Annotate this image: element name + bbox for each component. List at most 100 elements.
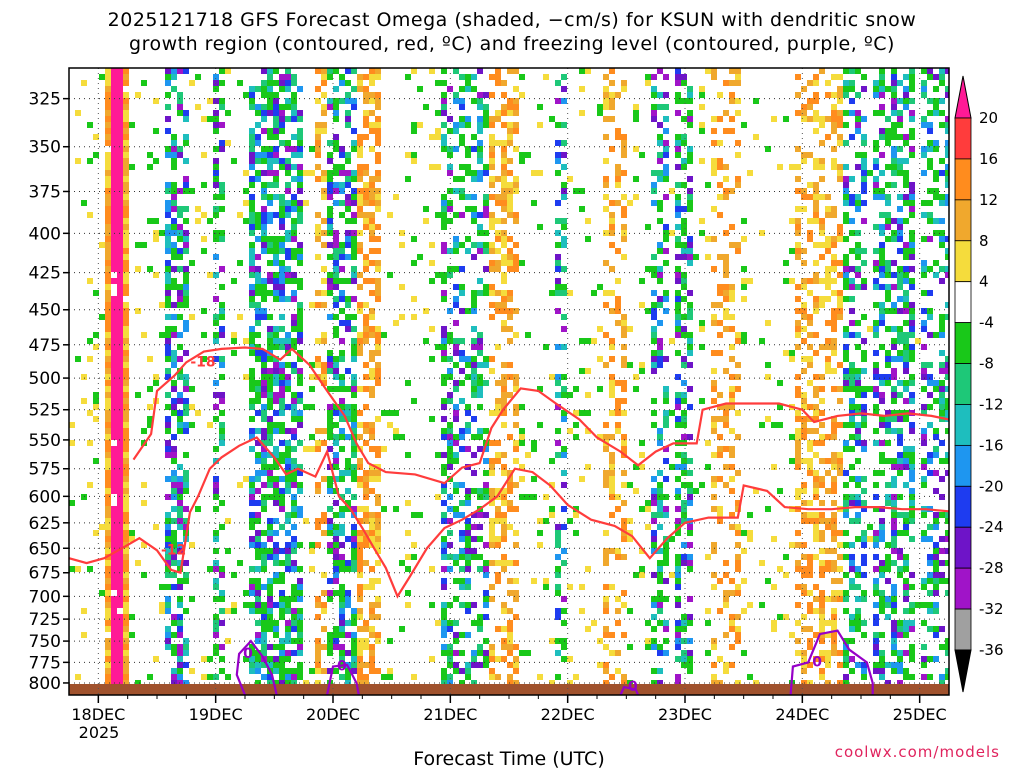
omega-cell	[447, 422, 453, 428]
omega-cell	[339, 644, 345, 650]
omega-cell	[795, 602, 801, 608]
omega-cell	[249, 488, 255, 494]
omega-cell	[291, 206, 297, 212]
omega-cell	[459, 500, 465, 506]
omega-cell	[267, 434, 273, 440]
omega-cell	[171, 302, 177, 308]
omega-cell	[843, 68, 849, 74]
omega-cell	[831, 110, 837, 116]
omega-cell	[291, 338, 297, 344]
omega-cell	[147, 416, 153, 422]
omega-cell	[117, 278, 123, 284]
omega-cell	[885, 662, 891, 668]
omega-cell	[171, 572, 177, 578]
omega-cell	[909, 134, 915, 140]
omega-cell	[711, 320, 717, 326]
omega-cell	[609, 464, 615, 470]
omega-cell	[633, 386, 639, 392]
omega-cell	[651, 500, 657, 506]
omega-cell	[879, 596, 885, 602]
omega-cell	[177, 668, 183, 674]
omega-cell	[903, 668, 909, 674]
omega-cell	[909, 536, 915, 542]
omega-cell	[735, 530, 741, 536]
omega-cell	[243, 338, 249, 344]
omega-cell	[663, 476, 669, 482]
omega-cell	[249, 350, 255, 356]
omega-cell	[117, 650, 123, 656]
omega-cell	[723, 266, 729, 272]
omega-cell	[357, 614, 363, 620]
omega-cell	[723, 590, 729, 596]
omega-cell	[891, 374, 897, 380]
omega-cell	[879, 398, 885, 404]
omega-cell	[297, 614, 303, 620]
omega-cell	[657, 242, 663, 248]
omega-cell	[729, 578, 735, 584]
omega-cell	[525, 152, 531, 158]
omega-cell	[495, 380, 501, 386]
omega-cell	[453, 578, 459, 584]
omega-cell	[357, 422, 363, 428]
omega-cell	[285, 74, 291, 80]
omega-cell	[123, 572, 129, 578]
omega-cell	[663, 458, 669, 464]
omega-cell	[255, 290, 261, 296]
omega-cell	[681, 542, 687, 548]
omega-cell	[573, 434, 579, 440]
omega-cell	[561, 266, 567, 272]
omega-cell	[117, 338, 123, 344]
omega-cell	[255, 542, 261, 548]
omega-cell	[621, 86, 627, 92]
omega-cell	[123, 170, 129, 176]
omega-cell	[519, 260, 525, 266]
omega-cell	[555, 530, 561, 536]
omega-cell	[105, 566, 111, 572]
omega-cell	[453, 386, 459, 392]
omega-cell	[165, 242, 171, 248]
omega-cell	[921, 458, 927, 464]
omega-cell	[939, 230, 945, 236]
omega-cell	[903, 650, 909, 656]
omega-cell	[471, 290, 477, 296]
omega-cell	[879, 68, 885, 74]
omega-cell	[891, 608, 897, 614]
omega-cell	[765, 362, 771, 368]
omega-cell	[267, 374, 273, 380]
omega-cell	[249, 176, 255, 182]
omega-cell	[291, 536, 297, 542]
omega-cell	[495, 68, 501, 74]
omega-cell	[651, 314, 657, 320]
omega-cell	[183, 428, 189, 434]
omega-cell	[651, 542, 657, 548]
omega-cell	[861, 404, 867, 410]
omega-cell	[501, 392, 507, 398]
omega-cell	[105, 230, 111, 236]
omega-cell	[801, 398, 807, 404]
omega-cell	[297, 392, 303, 398]
omega-cell	[891, 170, 897, 176]
omega-cell	[897, 626, 903, 632]
omega-cell	[471, 218, 477, 224]
omega-cell	[279, 110, 285, 116]
omega-cell	[351, 344, 357, 350]
omega-cell	[651, 272, 657, 278]
omega-cell	[843, 122, 849, 128]
omega-cell	[909, 68, 915, 74]
omega-cell	[711, 380, 717, 386]
omega-cell	[267, 200, 273, 206]
omega-cell	[891, 86, 897, 92]
omega-cell	[249, 668, 255, 674]
omega-cell	[483, 494, 489, 500]
omega-cell	[621, 590, 627, 596]
omega-cell	[441, 584, 447, 590]
omega-cell	[831, 92, 837, 98]
omega-cell	[105, 512, 111, 518]
omega-cell	[105, 188, 111, 194]
omega-cell	[291, 500, 297, 506]
omega-cell	[369, 128, 375, 134]
omega-cell	[873, 278, 879, 284]
omega-cell	[273, 296, 279, 302]
omega-cell	[597, 326, 603, 332]
omega-cell	[279, 668, 285, 674]
